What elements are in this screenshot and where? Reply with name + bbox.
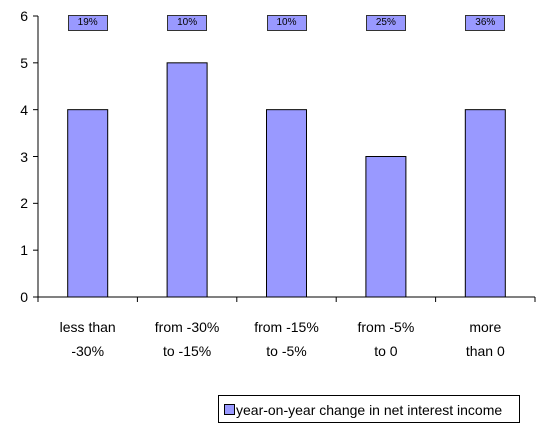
annotation: 25%	[365, 15, 406, 31]
bar	[464, 109, 506, 298]
legend-label: year-on-year change in net interest inco…	[236, 402, 503, 418]
y-tick-label: 0	[20, 289, 28, 305]
y-tick-label: 1	[20, 242, 28, 259]
y-tick-label: 5	[20, 54, 28, 71]
y-tick-label: 4	[20, 101, 28, 118]
annotation: 10%	[167, 15, 208, 31]
x-tick-label: less than -30%	[59, 319, 116, 359]
annotation: 36%	[465, 15, 506, 31]
x-tick-label: from -5% to 0	[357, 319, 415, 359]
x-tick-label: from -30% to -15%	[154, 319, 220, 359]
bar	[266, 109, 307, 298]
bar	[365, 156, 407, 298]
y-tick-label: 6	[20, 8, 28, 24]
x-tick-label: from -15% to -5%	[254, 319, 319, 359]
y-tick-label: 3	[20, 148, 28, 165]
annotation: 10%	[266, 15, 307, 31]
legend: year-on-year change in net interest inco…	[218, 395, 520, 423]
y-tick-label: 2	[20, 195, 28, 212]
legend-swatch	[224, 404, 235, 415]
x-tick-label: more than 0	[465, 319, 505, 359]
bar	[166, 62, 208, 298]
annotation: 19%	[67, 15, 108, 31]
bar	[67, 109, 109, 298]
